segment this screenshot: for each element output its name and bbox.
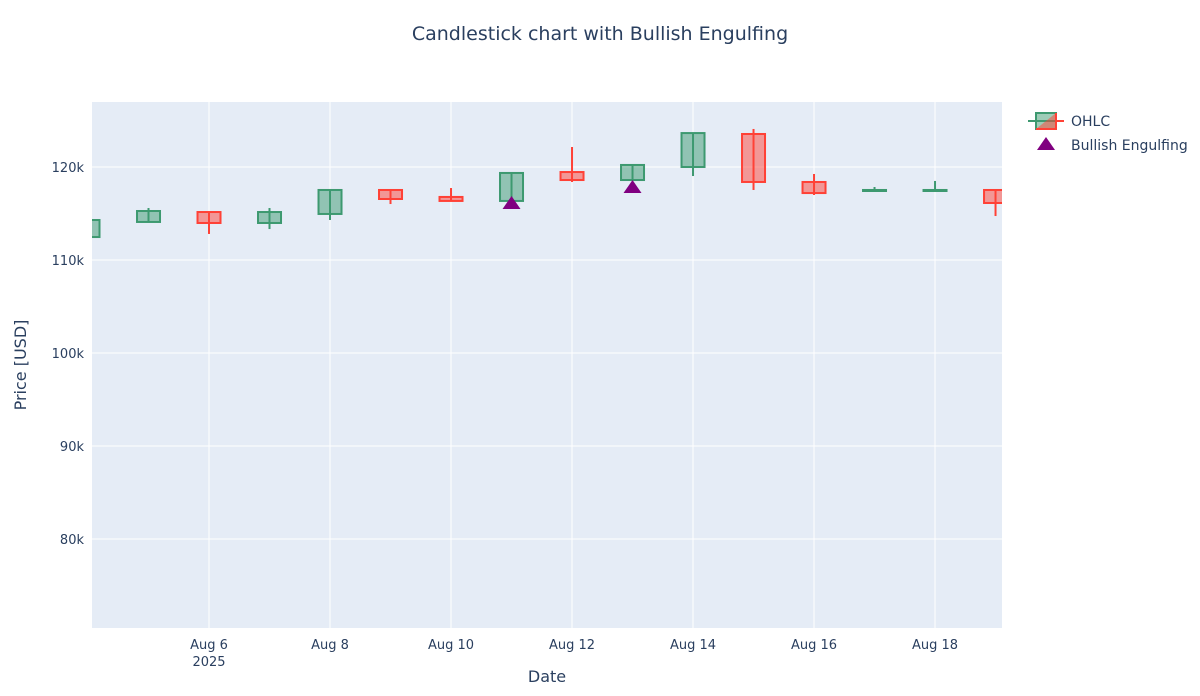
- x-tick-label: Aug 14: [670, 638, 716, 653]
- legend-item-bullish-engulfing[interactable]: Bullish Engulfing: [1037, 137, 1188, 154]
- candles: [92, 128, 1002, 239]
- y-axis-title: Price [USD]: [11, 320, 30, 411]
- candle-increasing: [499, 171, 525, 202]
- x-axis-title: Date: [528, 667, 566, 686]
- x-axis-ticks: Aug 6 2025 Aug 8 Aug 10 Aug 12 Aug 14 Aug 16 Au…: [190, 638, 958, 670]
- legend-label-ohlc: OHLC: [1071, 114, 1110, 130]
- candle-body: [559, 171, 585, 182]
- candle-body: [801, 180, 827, 195]
- x-tick-label: Aug 12: [549, 638, 595, 653]
- candle-body: [257, 211, 283, 224]
- candle-body: [196, 211, 222, 224]
- bullish-engulfing-marker: [623, 180, 642, 194]
- candle-body: [862, 188, 888, 192]
- x-tick-label: Aug 10: [428, 638, 474, 653]
- y-tick-label: 90k: [60, 440, 85, 455]
- candle-decreasing: [559, 147, 585, 182]
- candle-body: [317, 188, 343, 215]
- candle-body: [438, 195, 464, 202]
- candle-body: [922, 188, 948, 192]
- y-axis-ticks: 80k 90k 100k 110k 120k: [52, 161, 85, 548]
- bullish-engulfing-markers: [502, 180, 642, 209]
- candle-increasing: [620, 163, 646, 182]
- candle-increasing: [922, 180, 948, 192]
- candle-increasing: [317, 188, 343, 221]
- candle-body: [983, 188, 1002, 204]
- candle-decreasing: [378, 188, 404, 205]
- candle-body: [680, 132, 706, 169]
- y-tick-label: 80k: [60, 533, 85, 548]
- y-tick-label: 120k: [52, 161, 85, 176]
- candle-body: [741, 132, 767, 183]
- y-tick-label: 100k: [52, 347, 85, 362]
- plot-background: [92, 102, 1002, 628]
- candle-body: [378, 188, 404, 200]
- candle-decreasing: [801, 173, 827, 195]
- candle-increasing: [92, 219, 101, 239]
- triangle-up-icon: [1037, 137, 1055, 150]
- x-tick-label: Aug 8: [311, 638, 349, 653]
- candle-increasing: [257, 208, 283, 230]
- legend[interactable]: OHLC Bullish Engulfing: [1028, 112, 1188, 154]
- candle-body: [92, 219, 101, 239]
- x-tick-label: Aug 18: [912, 638, 958, 653]
- candle-body: [136, 209, 162, 223]
- legend-label-bullish-engulfing: Bullish Engulfing: [1071, 138, 1188, 154]
- candle-decreasing: [196, 211, 222, 234]
- candle-body: [620, 163, 646, 182]
- candle-decreasing: [438, 188, 464, 202]
- y-tick-label: 110k: [52, 254, 85, 269]
- chart-title: Candlestick chart with Bullish Engulfing: [412, 23, 788, 45]
- x-tick-label: Aug 6: [190, 638, 228, 653]
- candle-increasing: [862, 187, 888, 192]
- candle-increasing: [136, 208, 162, 223]
- x-tick-label: Aug 16: [791, 638, 837, 653]
- candle-decreasing: [983, 188, 1002, 217]
- candle-decreasing: [741, 128, 767, 190]
- x-tick-year-label: 2025: [192, 655, 225, 670]
- candle-increasing: [680, 132, 706, 177]
- bullish-engulfing-marker: [502, 195, 521, 209]
- legend-item-ohlc[interactable]: OHLC: [1028, 112, 1110, 130]
